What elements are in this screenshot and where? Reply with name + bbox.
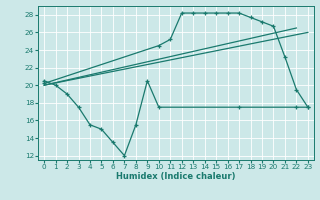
X-axis label: Humidex (Indice chaleur): Humidex (Indice chaleur): [116, 172, 236, 181]
